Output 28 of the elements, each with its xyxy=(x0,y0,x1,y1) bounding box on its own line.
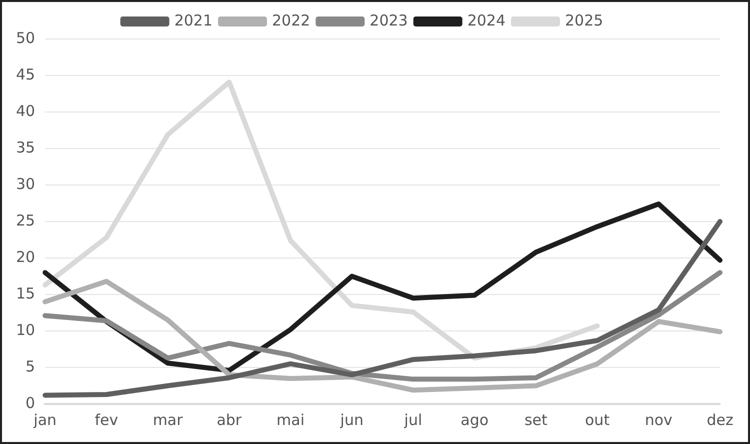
y-tick-label: 10 xyxy=(16,320,36,339)
y-tick-label: 20 xyxy=(16,248,36,266)
x-tick-label: fev xyxy=(94,410,118,429)
y-tick-label: 40 xyxy=(16,102,36,120)
y-tick-label: 5 xyxy=(26,357,36,376)
x-tick-label: jan xyxy=(32,410,57,429)
legend-label: 2023 xyxy=(370,11,408,30)
x-tick-label: mar xyxy=(152,410,184,429)
x-tick-label: dez xyxy=(706,410,734,429)
x-tick-label: nov xyxy=(644,410,673,429)
x-tick-label: jun xyxy=(339,410,364,429)
y-tick-label: 50 xyxy=(16,28,36,47)
legend-label: 2021 xyxy=(174,11,213,30)
legend-label: 2025 xyxy=(565,11,604,30)
y-tick-label: 15 xyxy=(16,284,36,302)
y-tick-label: 25 xyxy=(16,211,36,230)
x-tick-label: out xyxy=(585,410,610,429)
legend-label: 2024 xyxy=(467,11,506,30)
x-tick-label: set xyxy=(524,410,548,429)
legend-label: 2022 xyxy=(272,11,310,30)
y-tick-label: 30 xyxy=(16,174,36,193)
x-tick-label: jul xyxy=(403,410,422,429)
y-tick-label: 0 xyxy=(26,394,36,412)
x-tick-label: mai xyxy=(276,410,304,429)
y-tick-label: 45 xyxy=(16,65,36,84)
x-tick-label: ago xyxy=(460,410,489,429)
x-tick-label: abr xyxy=(216,410,242,429)
y-tick-label: 35 xyxy=(16,138,36,156)
